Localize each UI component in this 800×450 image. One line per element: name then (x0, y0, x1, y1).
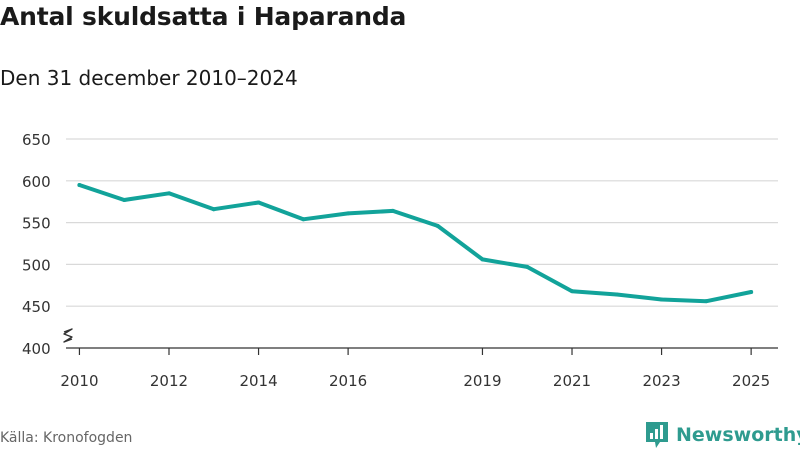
series-line (77, 183, 754, 304)
axis-break-icon (63, 328, 73, 343)
data-point (749, 289, 754, 294)
x-tick-label: 2016 (329, 372, 367, 390)
y-tick-label: 450 (22, 298, 51, 316)
x-tick-label: 2014 (239, 372, 277, 390)
y-tick-label: 650 (22, 131, 51, 149)
data-point (77, 182, 82, 187)
data-point (435, 223, 440, 228)
data-point (570, 289, 575, 294)
x-tick-label: 2025 (732, 372, 770, 390)
data-point (480, 257, 485, 262)
brand-name: Newsworthy (676, 424, 800, 446)
brand-logo: Newsworthy (644, 420, 800, 450)
x-tick-label: 2012 (150, 372, 188, 390)
data-point (301, 217, 306, 222)
data-point (211, 207, 216, 212)
data-point (614, 292, 619, 297)
newsworthy-logo-icon (646, 422, 668, 448)
x-tick-label: 2019 (463, 372, 501, 390)
y-tick-label: 600 (22, 173, 51, 191)
data-point (346, 211, 351, 216)
x-tick-label: 2023 (642, 372, 680, 390)
data-point (525, 264, 530, 269)
data-point (256, 200, 261, 205)
data-point (166, 191, 171, 196)
line-chart: 400 450 500 550 600 650 2010 2012 2014 2016 2019 20… (22, 131, 778, 390)
chart-title: Antal skuldsatta i Haparanda (0, 2, 407, 31)
x-tick-label: 2010 (60, 372, 98, 390)
x-tick-label: 2021 (553, 372, 591, 390)
data-point (659, 297, 664, 302)
y-tick-label: 500 (22, 256, 51, 274)
data-point (390, 208, 395, 213)
data-point (122, 198, 127, 203)
data-point (704, 299, 709, 304)
chart-subtitle: Den 31 december 2010–2024 (0, 66, 298, 90)
y-tick-label: 550 (22, 215, 51, 233)
source-note: Källa: Kronofogden (0, 430, 133, 446)
y-tick-label: 400 (22, 340, 51, 358)
